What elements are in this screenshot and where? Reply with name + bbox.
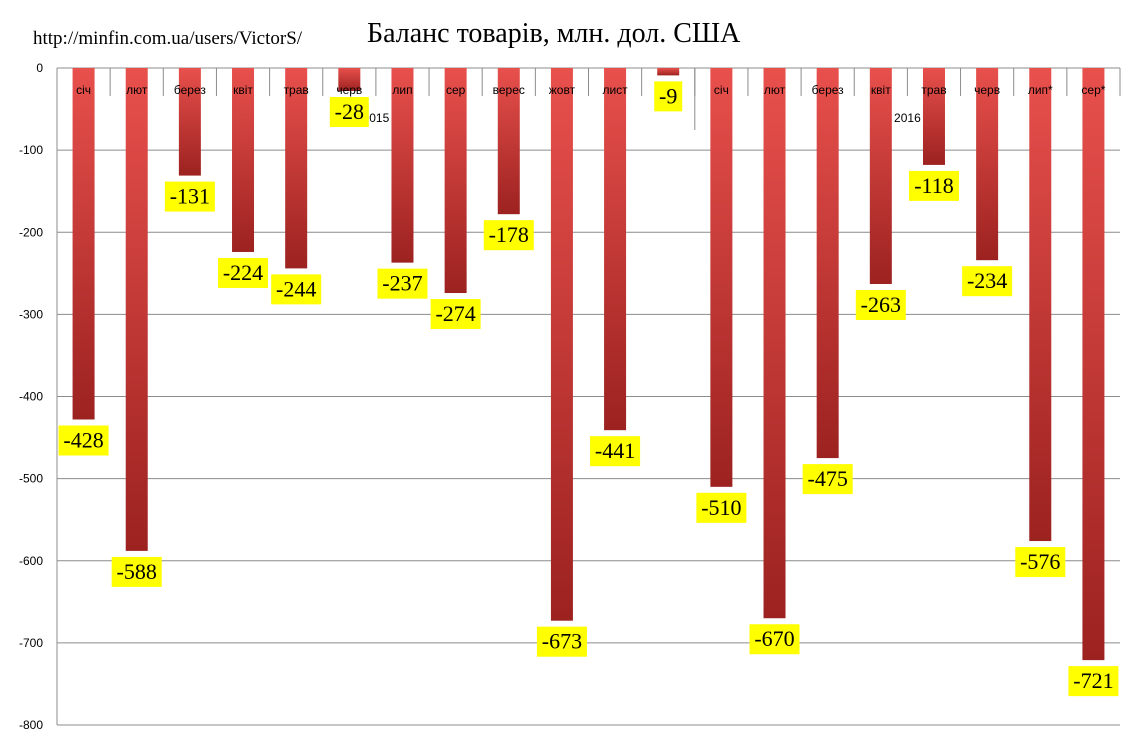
gridlines (56, 67, 1121, 726)
source-url: http://minfin.com.ua/users/VictorS/ (33, 28, 303, 49)
category-label: січ (714, 83, 729, 97)
data-label-bg (430, 299, 481, 330)
category-label: лип (392, 83, 412, 97)
bar (232, 68, 255, 252)
data-label: -28 (335, 99, 364, 124)
data-label: -263 (861, 292, 901, 317)
bar (657, 68, 680, 76)
data-label: -224 (223, 260, 263, 285)
y-tick-label: -100 (19, 143, 43, 157)
y-tick-label: -400 (19, 390, 43, 404)
year-label: 2016 (894, 111, 921, 125)
category-label: лют (126, 83, 148, 97)
data-label-bg (271, 274, 322, 305)
data-label: -9 (659, 83, 677, 108)
data-label-bg (855, 289, 906, 320)
data-label-bg (483, 220, 534, 251)
bars (72, 68, 1105, 661)
y-tick-label: -500 (19, 472, 43, 486)
data-label-bg (111, 556, 162, 587)
y-axis-ticks: 0 -100 -200 -300 -400 -500 -600 -700 -800 (19, 61, 43, 732)
data-label-bg (329, 96, 369, 127)
category-label: верес (493, 83, 525, 97)
bar (497, 68, 520, 215)
y-tick-label: 0 (36, 61, 43, 75)
bar (391, 68, 414, 263)
data-label-bg (749, 624, 800, 655)
data-label: -237 (382, 271, 422, 296)
category-label: січ (76, 83, 91, 97)
category-label: берез (812, 83, 844, 97)
data-label-bg (802, 464, 853, 495)
data-label: -428 (63, 427, 103, 452)
data-label: -118 (914, 173, 954, 198)
bar (710, 68, 733, 487)
category-label: черв (336, 83, 362, 97)
y-tick-label: -700 (19, 636, 43, 650)
bar (604, 68, 627, 431)
data-label-bg (590, 436, 641, 467)
data-label: -234 (967, 268, 1007, 293)
data-label: -475 (808, 466, 848, 491)
data-label-bg (962, 266, 1013, 297)
data-label-bg (1015, 547, 1066, 578)
y-tick-label: -300 (19, 307, 43, 321)
data-label: -274 (435, 301, 475, 326)
data-label: -244 (276, 276, 316, 301)
data-label: -673 (542, 629, 582, 654)
data-label: -670 (754, 626, 794, 651)
y-tick-label: -800 (19, 718, 43, 732)
category-label: трав (284, 83, 309, 97)
data-label-bg (58, 425, 109, 456)
category-label: берез (174, 83, 206, 97)
category-label: квіт (871, 83, 891, 97)
category-label: жовт (549, 83, 576, 97)
data-label-bg (696, 492, 747, 523)
data-label-bg (536, 626, 587, 657)
data-label-bg (654, 81, 683, 112)
bar (550, 68, 573, 621)
data-label: -510 (701, 495, 741, 520)
data-label-bg (377, 268, 428, 299)
bar (285, 68, 308, 269)
y-tick-label: -600 (19, 554, 43, 568)
year-label: 2015 (363, 111, 390, 125)
category-label: лип* (1028, 83, 1053, 97)
bar (763, 68, 786, 619)
chart-header: http://minfin.com.ua/users/VictorS/ Бала… (33, 18, 741, 49)
chart-title: Баланс товарів, млн. дол. США (367, 18, 741, 49)
data-label: -588 (117, 559, 157, 584)
data-label: -178 (489, 222, 529, 247)
data-label: -576 (1020, 549, 1060, 574)
category-label: квіт (233, 83, 253, 97)
bar (338, 68, 361, 91)
data-labels: -428 -588 -131 -224 -244 -28 -237 -274 -178 -673 -… (58, 81, 1119, 697)
bar (1082, 68, 1105, 661)
bar (444, 68, 467, 294)
bar (816, 68, 839, 459)
bar (869, 68, 892, 284)
data-label: -721 (1073, 668, 1113, 693)
category-label: сер (446, 83, 466, 97)
category-label: лист (602, 83, 628, 97)
category-label: трав (921, 83, 946, 97)
category-label: лют (764, 83, 786, 97)
bar (125, 68, 148, 551)
y-tick-label: -200 (19, 225, 43, 239)
bar (922, 68, 945, 165)
category-labels: січ лют берез квіт трав черв лип сер верес жовт ли… (76, 83, 1106, 125)
category-label: сер* (1081, 83, 1105, 97)
data-label: -131 (170, 184, 210, 209)
bar (178, 68, 201, 176)
data-label-bg (218, 257, 269, 288)
bar (72, 68, 95, 420)
data-label-bg (164, 181, 215, 212)
bar (1029, 68, 1052, 542)
data-label-bg (1068, 666, 1119, 697)
bar (976, 68, 999, 261)
data-label: -441 (595, 438, 635, 463)
data-label-bg (908, 170, 959, 201)
category-label: черв (974, 83, 1000, 97)
